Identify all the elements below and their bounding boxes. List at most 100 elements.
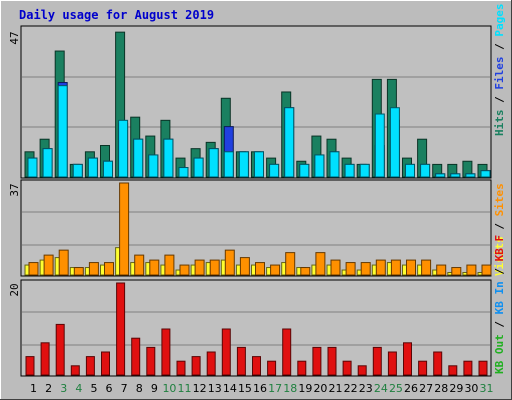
sites-bar	[481, 264, 492, 276]
y-max-label-kb: 20	[8, 283, 21, 296]
legend-separator: /	[493, 216, 506, 236]
day-label: 2	[45, 382, 52, 395]
sites-bar	[436, 264, 447, 276]
day-labels: 1 2 3 4 5 6 7 8 9 10 11 12 13 14 15 16 17 18 19 20 21 22 23 24 2…	[30, 382, 494, 395]
legend-visits: Visits	[493, 236, 506, 276]
sites-bar	[255, 262, 265, 276]
kb-bar	[463, 360, 473, 376]
day-label: 27	[419, 382, 433, 395]
pages-bar	[344, 163, 355, 178]
kb-bar	[116, 282, 126, 376]
sites-bar	[224, 249, 235, 276]
day-label: 26	[404, 382, 418, 395]
sites-bar	[300, 267, 311, 276]
day-label: 31	[480, 382, 494, 395]
day-label: 25	[389, 382, 403, 395]
pages-bar	[103, 160, 113, 178]
kb-bar	[312, 346, 322, 376]
kb-bar	[418, 360, 428, 376]
legend-hits: Hits	[493, 110, 506, 137]
sites-bar	[390, 259, 401, 276]
sites-bar	[345, 262, 356, 276]
sites-bar	[270, 264, 281, 276]
kb-bar	[191, 356, 201, 376]
kb-bar	[403, 342, 412, 376]
day-label: 17	[268, 382, 282, 395]
day-label: 28	[434, 382, 448, 395]
visits-legend: Visits / Sites	[493, 183, 506, 276]
day-label: 11	[178, 382, 192, 395]
legend-separator: /	[493, 37, 506, 57]
hits-legend: Hits / Files / Pages	[493, 4, 506, 137]
pages-bar	[148, 154, 159, 178]
pages-bar	[27, 157, 38, 178]
kb-bar	[55, 323, 65, 376]
legend-kbout: KB Out	[493, 334, 506, 374]
legend-separator: /	[493, 261, 506, 281]
day-label: 6	[106, 382, 113, 395]
kb-legend: KB Out / KB In / KB F	[493, 235, 506, 374]
sites-bar	[119, 182, 130, 276]
kb-bar	[131, 337, 141, 376]
day-label: 15	[238, 382, 252, 395]
day-label: 29	[449, 382, 463, 395]
sites-bar	[58, 249, 69, 276]
kb-bar	[146, 346, 156, 376]
pages-bar	[178, 167, 189, 178]
sites-bar	[73, 267, 84, 276]
day-label: 5	[90, 382, 97, 395]
legend-files: Files	[493, 57, 506, 90]
day-label: 19	[298, 382, 312, 395]
pages-bar	[374, 113, 385, 178]
pages-bar	[42, 148, 53, 178]
sites-bar	[209, 259, 220, 276]
kb-bar	[342, 360, 352, 376]
kb-bar	[206, 351, 216, 376]
day-label: 14	[223, 382, 237, 395]
day-label: 12	[193, 382, 207, 395]
pages-bar	[133, 138, 144, 178]
pages-bar	[389, 107, 400, 178]
legend-kbin: KB In	[493, 281, 506, 314]
pages-bar	[314, 154, 325, 178]
pages-bar	[284, 107, 295, 178]
legend-kbf: KB F	[493, 235, 506, 262]
kb-bar	[252, 356, 261, 376]
day-label: 1	[30, 382, 37, 395]
day-label: 30	[464, 382, 478, 395]
sites-bar	[421, 259, 432, 276]
sites-bar	[315, 252, 326, 276]
pages-bar	[420, 163, 431, 178]
day-label: 4	[75, 382, 82, 395]
kb-bar	[297, 360, 307, 376]
pages-bar	[72, 163, 83, 178]
day-label: 20	[313, 382, 327, 395]
kb-bar	[221, 328, 231, 376]
kb-bar	[282, 328, 292, 376]
pages-bar	[329, 151, 340, 178]
pages-bar	[480, 170, 491, 178]
day-label: 10	[162, 382, 176, 395]
day-label: 16	[253, 382, 267, 395]
sites-bar	[406, 259, 416, 276]
pages-bar	[299, 163, 310, 178]
y-max-label-hits: 47	[8, 31, 21, 44]
sites-bar	[134, 254, 145, 276]
pages-bar	[450, 173, 461, 178]
kb-bar	[357, 365, 367, 376]
day-label: 18	[283, 382, 297, 395]
sites-bar	[330, 259, 341, 276]
kb-bar	[85, 356, 95, 376]
legend-sites: Sites	[493, 183, 506, 216]
kb-bar	[267, 360, 277, 376]
sites-bar	[360, 262, 371, 276]
svg-text:KB Out / KB In / KB F: KB Out / KB In / KB F	[493, 235, 506, 374]
sites-bar	[466, 264, 477, 276]
kb-bar	[478, 360, 488, 376]
kb-bar	[101, 351, 110, 376]
day-label: 21	[329, 382, 343, 395]
bar-layer	[24, 31, 492, 376]
sites-bar	[179, 264, 190, 276]
